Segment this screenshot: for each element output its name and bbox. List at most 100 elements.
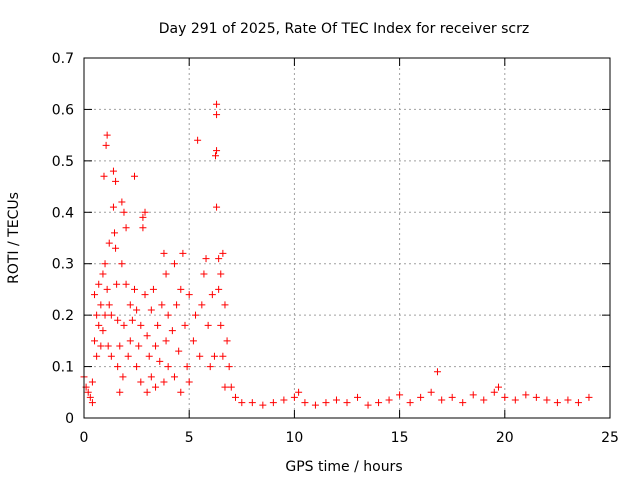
data-point (295, 388, 303, 396)
data-point (200, 270, 208, 278)
data-point (139, 213, 147, 221)
data-point (135, 342, 143, 350)
data-point (511, 396, 519, 404)
data-point (448, 393, 456, 401)
data-point (122, 224, 130, 232)
x-tick-labels: 0 5 10 15 20 25 (80, 430, 619, 446)
data-point (585, 393, 593, 401)
data-point (145, 352, 153, 360)
data-point (280, 396, 288, 404)
data-point (107, 311, 115, 319)
data-point (113, 280, 121, 288)
data-point (91, 337, 99, 345)
data-point (93, 311, 101, 319)
data-point (221, 301, 229, 309)
y-tick-labels: 0 0.1 0.2 0.3 0.4 0.5 0.6 0.7 (52, 51, 74, 427)
data-point (126, 337, 134, 345)
data-point (183, 363, 191, 371)
y-tick-label: 0.5 (52, 154, 74, 170)
data-point (231, 393, 239, 401)
grid-lines (84, 58, 610, 418)
data-point (522, 391, 530, 399)
data-point (93, 352, 101, 360)
data-point (99, 270, 107, 278)
data-point (564, 396, 572, 404)
data-point (133, 363, 141, 371)
data-point (162, 270, 170, 278)
data-point (385, 396, 393, 404)
data-point (223, 337, 231, 345)
data-point (84, 388, 92, 396)
data-point (221, 383, 229, 391)
data-point (469, 391, 477, 399)
data-point (217, 270, 225, 278)
data-point (198, 301, 206, 309)
data-point (213, 111, 221, 119)
data-point (109, 203, 117, 211)
data-point (86, 393, 94, 401)
data-point (206, 363, 214, 371)
data-point (248, 399, 256, 407)
data-point (208, 291, 216, 299)
y-tick-label: 0.6 (52, 102, 74, 118)
data-point (88, 378, 96, 386)
data-point (152, 383, 160, 391)
data-point (147, 373, 155, 381)
data-point (149, 285, 157, 293)
x-axis-label: GPS time / hours (285, 459, 402, 475)
data-point (107, 352, 115, 360)
data-point (162, 337, 170, 345)
x-tick-label: 25 (601, 430, 619, 446)
data-point (128, 316, 136, 324)
x-tick-label: 10 (285, 430, 303, 446)
data-point (438, 396, 446, 404)
data-point (164, 311, 172, 319)
data-point (116, 388, 124, 396)
y-tick-label: 0.3 (52, 257, 74, 273)
data-point (158, 301, 166, 309)
data-point (112, 244, 120, 252)
data-point (574, 399, 582, 407)
data-point (101, 311, 109, 319)
data-point (105, 301, 113, 309)
data-point (133, 306, 141, 314)
data-point (143, 332, 151, 340)
data-point (290, 393, 298, 401)
data-point (120, 321, 128, 329)
data-point (322, 399, 330, 407)
data-point (156, 357, 164, 365)
data-point (118, 260, 126, 268)
data-point (553, 399, 561, 407)
data-point (194, 136, 202, 144)
data-point (160, 249, 168, 257)
data-point (101, 260, 109, 268)
data-point (332, 396, 340, 404)
data-point (130, 285, 138, 293)
data-point (406, 399, 414, 407)
data-point (192, 311, 200, 319)
data-point (97, 342, 105, 350)
x-tick-label: 0 (80, 430, 89, 446)
data-point (126, 301, 134, 309)
data-point (114, 363, 122, 371)
data-point (215, 255, 223, 263)
y-tick-label: 0.4 (52, 205, 74, 221)
data-point (375, 399, 383, 407)
data-point (102, 141, 110, 149)
data-point (104, 342, 112, 350)
data-point (543, 396, 551, 404)
data-point (227, 383, 235, 391)
data-point (219, 352, 227, 360)
data-point (97, 301, 105, 309)
data-point (143, 388, 151, 396)
data-point (164, 363, 172, 371)
data-point (396, 391, 404, 399)
data-point (109, 167, 117, 175)
data-point (147, 306, 155, 314)
data-point (177, 285, 185, 293)
data-point (91, 291, 99, 299)
axis-ticks (83, 57, 611, 419)
data-point (95, 280, 103, 288)
data-point (130, 172, 138, 180)
data-point (269, 399, 277, 407)
